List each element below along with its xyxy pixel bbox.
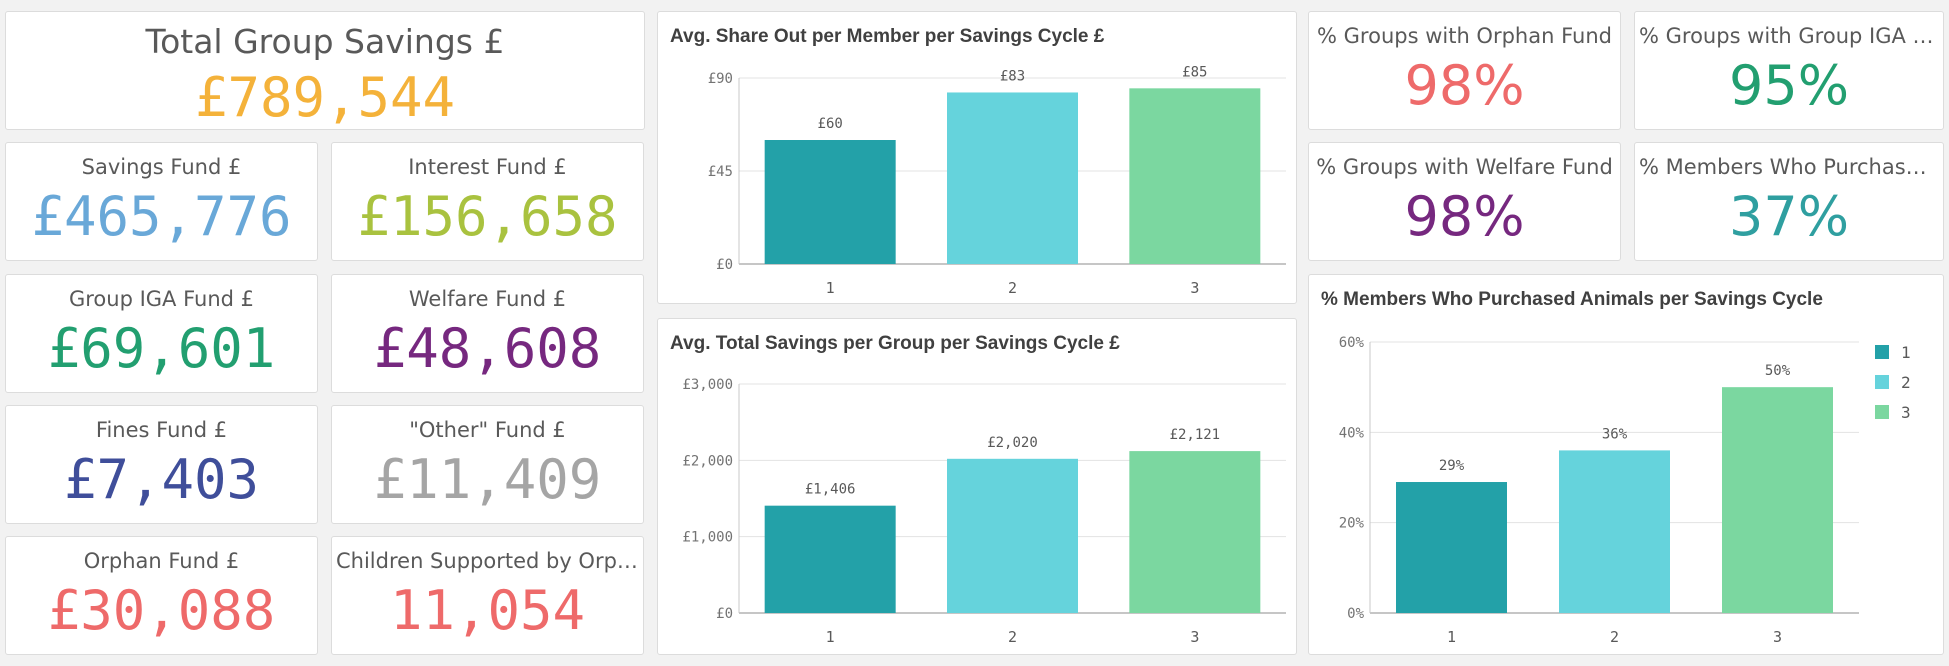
x-tick-label: 1 <box>826 628 835 646</box>
kpi-value: £789,544 <box>194 66 456 129</box>
kpi-label: "Other" Fund £ <box>409 418 566 442</box>
kpi-children-supported[interactable]: Children Supported by Orpha... 11,054 <box>331 536 644 655</box>
chart-avg-total-savings[interactable]: Avg. Total Savings per Group per Savings… <box>657 318 1297 655</box>
legend-swatch <box>1875 405 1889 419</box>
legend-swatch <box>1875 345 1889 359</box>
chart-plot: £0 £45 £90 £60 1 £83 2 £85 3 <box>708 64 1286 297</box>
chart-title: % Members Who Purchased Animals per Savi… <box>1321 289 1823 310</box>
kpi-value: £48,608 <box>373 317 602 380</box>
data-label: 50% <box>1765 363 1791 379</box>
data-label: £2,121 <box>1170 427 1221 443</box>
kpi-label: Welfare Fund £ <box>408 287 567 311</box>
kpi-label: % Groups with Group IGA Fund <box>1639 24 1943 48</box>
kpi-label: % Members Who Purchased A... <box>1639 155 1943 179</box>
kpi-welfare-fund[interactable]: Welfare Fund £ £48,608 <box>331 274 644 393</box>
kpi-savings-fund[interactable]: Savings Fund £ £465,776 <box>5 142 318 261</box>
kpi-label: Fines Fund £ <box>95 418 228 442</box>
kpi-value: £30,088 <box>47 579 276 642</box>
x-tick-label: 1 <box>826 279 835 297</box>
bar <box>764 505 896 613</box>
bar <box>1129 88 1261 264</box>
kpi-value: 98% <box>1404 185 1525 248</box>
data-label: £85 <box>1182 64 1207 80</box>
kpi-label: Orphan Fund £ <box>83 549 240 573</box>
y-tick-label: 0% <box>1347 606 1364 622</box>
x-tick-label: 2 <box>1008 279 1017 297</box>
y-tick-label: £2,000 <box>682 453 733 469</box>
x-tick-label: 2 <box>1610 628 1619 646</box>
kpi-value: 98% <box>1404 54 1525 117</box>
x-tick-label: 3 <box>1190 279 1199 297</box>
chart-plot: 0% 20% 40% 60% 29% 1 36% 2 50% 3 1 2 3 <box>1339 335 1911 646</box>
legend-swatch <box>1875 375 1889 389</box>
x-tick-label: 3 <box>1190 628 1199 646</box>
y-tick-label: 20% <box>1339 516 1365 532</box>
y-tick-label: £90 <box>708 71 733 87</box>
kpi-value: 37% <box>1728 185 1850 248</box>
kpi-other-fund[interactable]: "Other" Fund £ £11,409 <box>331 405 644 524</box>
y-tick-label: £3,000 <box>682 377 733 393</box>
kpi-pct-members-animals[interactable]: % Members Who Purchased A... 37% <box>1634 142 1944 261</box>
x-tick-label: 1 <box>1447 628 1456 646</box>
y-tick-label: £0 <box>716 606 733 622</box>
kpi-value: 95% <box>1728 54 1850 117</box>
x-tick-label: 3 <box>1773 628 1782 646</box>
chart-title: Avg. Share Out per Member per Savings Cy… <box>670 26 1105 47</box>
kpi-label: Savings Fund £ <box>81 155 242 179</box>
kpi-orphan-fund[interactable]: Orphan Fund £ £30,088 <box>5 536 318 655</box>
kpi-total-group-savings[interactable]: Total Group Savings £ £789,544 <box>5 11 645 130</box>
y-tick-label: £1,000 <box>682 530 733 546</box>
legend-label: 3 <box>1901 403 1911 422</box>
kpi-value: £69,601 <box>47 317 276 380</box>
chart-pct-members-animals[interactable]: % Members Who Purchased Animals per Savi… <box>1308 274 1944 655</box>
kpi-label: Total Group Savings £ <box>145 22 505 61</box>
chart-plot: £0 £1,000 £2,000 £3,000 £1,406 1 £2,020 2 £2,121… <box>682 377 1286 646</box>
kpi-pct-orphan-fund[interactable]: % Groups with Orphan Fund 98% <box>1308 11 1621 130</box>
data-label: £83 <box>1000 68 1025 84</box>
bar <box>947 458 1078 613</box>
chart-avg-share-out[interactable]: Avg. Share Out per Member per Savings Cy… <box>657 11 1297 304</box>
data-label: £2,020 <box>987 435 1038 451</box>
kpi-interest-fund[interactable]: Interest Fund £ £156,658 <box>331 142 644 261</box>
kpi-label: Group IGA Fund £ <box>68 287 255 311</box>
kpi-pct-welfare-fund[interactable]: % Groups with Welfare Fund 98% <box>1308 142 1621 261</box>
bar <box>1722 387 1833 613</box>
data-label: 36% <box>1602 426 1628 442</box>
kpi-value: 11,054 <box>389 579 586 642</box>
kpi-group-iga-fund[interactable]: Group IGA Fund £ £69,601 <box>5 274 318 393</box>
kpi-value: £11,409 <box>373 448 602 511</box>
kpi-pct-iga-fund[interactable]: % Groups with Group IGA Fund 95% <box>1634 11 1944 130</box>
chart-title: Avg. Total Savings per Group per Savings… <box>670 333 1120 354</box>
kpi-value: £465,776 <box>31 185 292 248</box>
data-label: 29% <box>1439 458 1465 474</box>
kpi-value: £7,403 <box>63 448 260 511</box>
kpi-label: Interest Fund £ <box>408 155 567 179</box>
x-tick-label: 2 <box>1008 628 1017 646</box>
kpi-label: % Groups with Orphan Fund <box>1317 24 1612 48</box>
bar <box>1129 451 1261 613</box>
data-label: £60 <box>818 116 843 132</box>
kpi-value: £156,658 <box>357 185 618 248</box>
y-tick-label: £45 <box>708 164 733 180</box>
data-label: £1,406 <box>805 482 856 498</box>
bar <box>947 92 1078 264</box>
y-tick-label: 40% <box>1339 425 1365 441</box>
bar <box>1396 482 1507 613</box>
y-tick-label: 60% <box>1339 335 1365 351</box>
bar <box>1559 450 1670 613</box>
kpi-label: % Groups with Welfare Fund <box>1316 155 1613 179</box>
y-tick-label: £0 <box>716 257 733 273</box>
bar <box>764 140 896 264</box>
kpi-fines-fund[interactable]: Fines Fund £ £7,403 <box>5 405 318 524</box>
legend-label: 1 <box>1901 343 1911 362</box>
legend-label: 2 <box>1901 373 1911 392</box>
kpi-label: Children Supported by Orpha... <box>336 549 643 573</box>
